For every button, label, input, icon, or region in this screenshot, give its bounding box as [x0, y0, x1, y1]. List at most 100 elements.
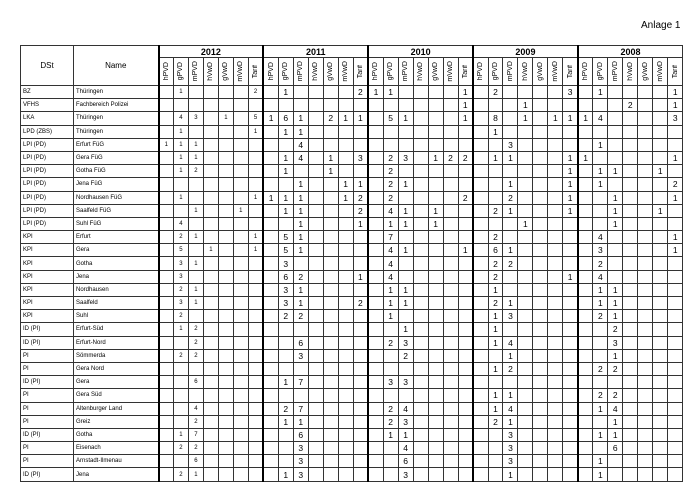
- value-cell-2012-hvwd: [202, 150, 219, 166]
- value-cell-2009-mpvd: [502, 111, 519, 126]
- value-cell-2012-hvwd: [202, 84, 219, 100]
- value-cell-2009-gvwd: [532, 137, 549, 152]
- value-cell-2011-gpvd: [277, 137, 294, 152]
- value-cell-2010-mpvd: 4: [397, 401, 414, 416]
- column-header-hpvd: hPVD: [576, 57, 594, 86]
- name-cell: Gera FüG: [73, 150, 160, 166]
- value-cell-2008-mpvd: [607, 137, 624, 152]
- value-cell-2010-mvwd: [442, 282, 459, 298]
- value-cell-2011-hpvd: [262, 124, 279, 139]
- value-cell-2009-tarif: [562, 348, 579, 363]
- value-cell-2011-gvwd: [322, 322, 339, 337]
- value-cell-2011-hpvd: [262, 401, 279, 416]
- value-cell-2009-hpvd: [472, 150, 489, 166]
- value-cell-2011-hpvd: [262, 282, 279, 298]
- value-cell-2009-mpvd: 1: [502, 150, 519, 166]
- value-cell-2011-mvwd: [337, 322, 354, 337]
- value-cell-2011-mpvd: 4: [292, 137, 309, 152]
- value-cell-2010-gvwd: [427, 348, 444, 363]
- value-cell-2008-hvwd: [622, 84, 639, 100]
- value-cell-2009-hpvd: [472, 348, 489, 363]
- value-cell-2009-mpvd: 1: [502, 203, 519, 218]
- value-cell-2012-tarif: [247, 454, 264, 469]
- value-cell-2012-mvwd: [232, 84, 249, 100]
- column-header-label: gVwD: [536, 62, 544, 81]
- value-cell-2011-hvwd: [307, 375, 324, 390]
- value-cell-2011-mvwd: [337, 454, 354, 469]
- value-cell-2009-gvwd: [532, 427, 549, 443]
- value-cell-2008-mvwd: [652, 309, 669, 324]
- value-cell-2009-tarif: 1: [562, 177, 579, 192]
- value-cell-2012-gvwd: [217, 164, 234, 179]
- table-row: KPI Nordhausen 2 1 3 1 1 1 1 1 1: [20, 282, 684, 298]
- dst-cell: LKA: [20, 111, 74, 126]
- value-cell-2009-gpvd: 2: [487, 414, 504, 429]
- value-cell-2010-gvwd: [427, 177, 444, 192]
- value-cell-2012-mpvd: 1: [187, 203, 204, 218]
- table-row: ID (PI) Erfurt-Süd 1 2 1 1 2: [20, 322, 684, 337]
- value-cell-2012-gvwd: [217, 335, 234, 350]
- value-cell-2011-gpvd: [277, 361, 294, 377]
- value-cell-2008-tarif: [667, 467, 684, 482]
- value-cell-2010-gpvd: 1: [382, 84, 399, 100]
- value-cell-2012-gvwd: [217, 203, 234, 218]
- value-cell-2008-gvwd: [637, 111, 654, 126]
- value-cell-2008-tarif: [667, 216, 684, 232]
- value-cell-2010-tarif: [457, 467, 474, 482]
- value-cell-2012-mpvd: 2: [187, 441, 204, 456]
- value-cell-2010-mvwd: [442, 203, 459, 218]
- value-cell-2012-hvwd: [202, 335, 219, 350]
- value-cell-2009-tarif: 1: [562, 111, 579, 126]
- value-cell-2011-mpvd: 2: [292, 269, 309, 284]
- value-cell-2008-mpvd: 4: [607, 401, 624, 416]
- value-cell-2012-mpvd: 3: [187, 111, 204, 126]
- value-cell-2010-gpvd: 2: [382, 177, 399, 192]
- value-cell-2008-tarif: [667, 335, 684, 350]
- table-row: KPI Jena 3 6 2 1 4 2 1 4: [20, 269, 684, 284]
- value-cell-2009-gvwd: [532, 295, 549, 311]
- value-cell-2010-gvwd: [427, 256, 444, 271]
- value-cell-2009-hpvd: [472, 309, 489, 324]
- dst-cell: KPI: [20, 230, 74, 245]
- value-cell-2008-gpvd: 4: [592, 230, 609, 245]
- value-cell-2011-hvwd: [307, 388, 324, 403]
- value-cell-2008-hvwd: [622, 256, 639, 271]
- value-cell-2011-hvwd: [307, 427, 324, 443]
- name-cell: Gotha: [73, 427, 160, 443]
- value-cell-2012-gvwd: [217, 190, 234, 205]
- value-cell-2012-hpvd: [157, 388, 174, 403]
- value-cell-2010-gpvd: [382, 137, 399, 152]
- value-cell-2010-tarif: 2: [457, 150, 474, 166]
- column-header-label: hPVD: [267, 62, 275, 81]
- value-cell-2009-gpvd: 1: [487, 150, 504, 166]
- value-cell-2009-hvwd: [517, 295, 534, 311]
- value-cell-2011-gvwd: [322, 361, 339, 377]
- value-cell-2009-mvwd: [547, 401, 564, 416]
- table-row: PI Altenburger Land 4 2 7 2 4 1 4 1 4: [20, 401, 684, 416]
- value-cell-2010-tarif: [457, 361, 474, 377]
- value-cell-2010-mvwd: [442, 375, 459, 390]
- column-header-label: mPVD: [506, 61, 514, 82]
- value-cell-2009-hvwd: [517, 414, 534, 429]
- value-cell-2010-gvwd: [427, 427, 444, 443]
- value-cell-2009-mvwd: [547, 216, 564, 232]
- value-cell-2008-tarif: [667, 348, 684, 363]
- value-cell-2012-tarif: [247, 164, 264, 179]
- value-cell-2008-hpvd: [576, 256, 594, 271]
- value-cell-2012-gpvd: 4: [172, 216, 189, 232]
- value-cell-2011-hvwd: [307, 216, 324, 232]
- value-cell-2008-mpvd: 1: [607, 348, 624, 363]
- value-cell-2012-hpvd: [157, 309, 174, 324]
- value-cell-2009-mvwd: [547, 164, 564, 179]
- value-cell-2011-mpvd: 6: [292, 335, 309, 350]
- value-cell-2012-gvwd: [217, 361, 234, 377]
- value-cell-2010-gpvd: 2: [382, 150, 399, 166]
- value-cell-2008-gpvd: 1: [592, 295, 609, 311]
- value-cell-2011-gpvd: [277, 335, 294, 350]
- value-cell-2008-tarif: 1: [667, 243, 684, 258]
- value-cell-2008-hvwd: [622, 282, 639, 298]
- column-header-label: hVwD: [626, 62, 634, 81]
- column-header-label: mVwD: [237, 61, 245, 82]
- column-header-label: gPVD: [282, 62, 290, 81]
- value-cell-2008-gvwd: [637, 203, 654, 218]
